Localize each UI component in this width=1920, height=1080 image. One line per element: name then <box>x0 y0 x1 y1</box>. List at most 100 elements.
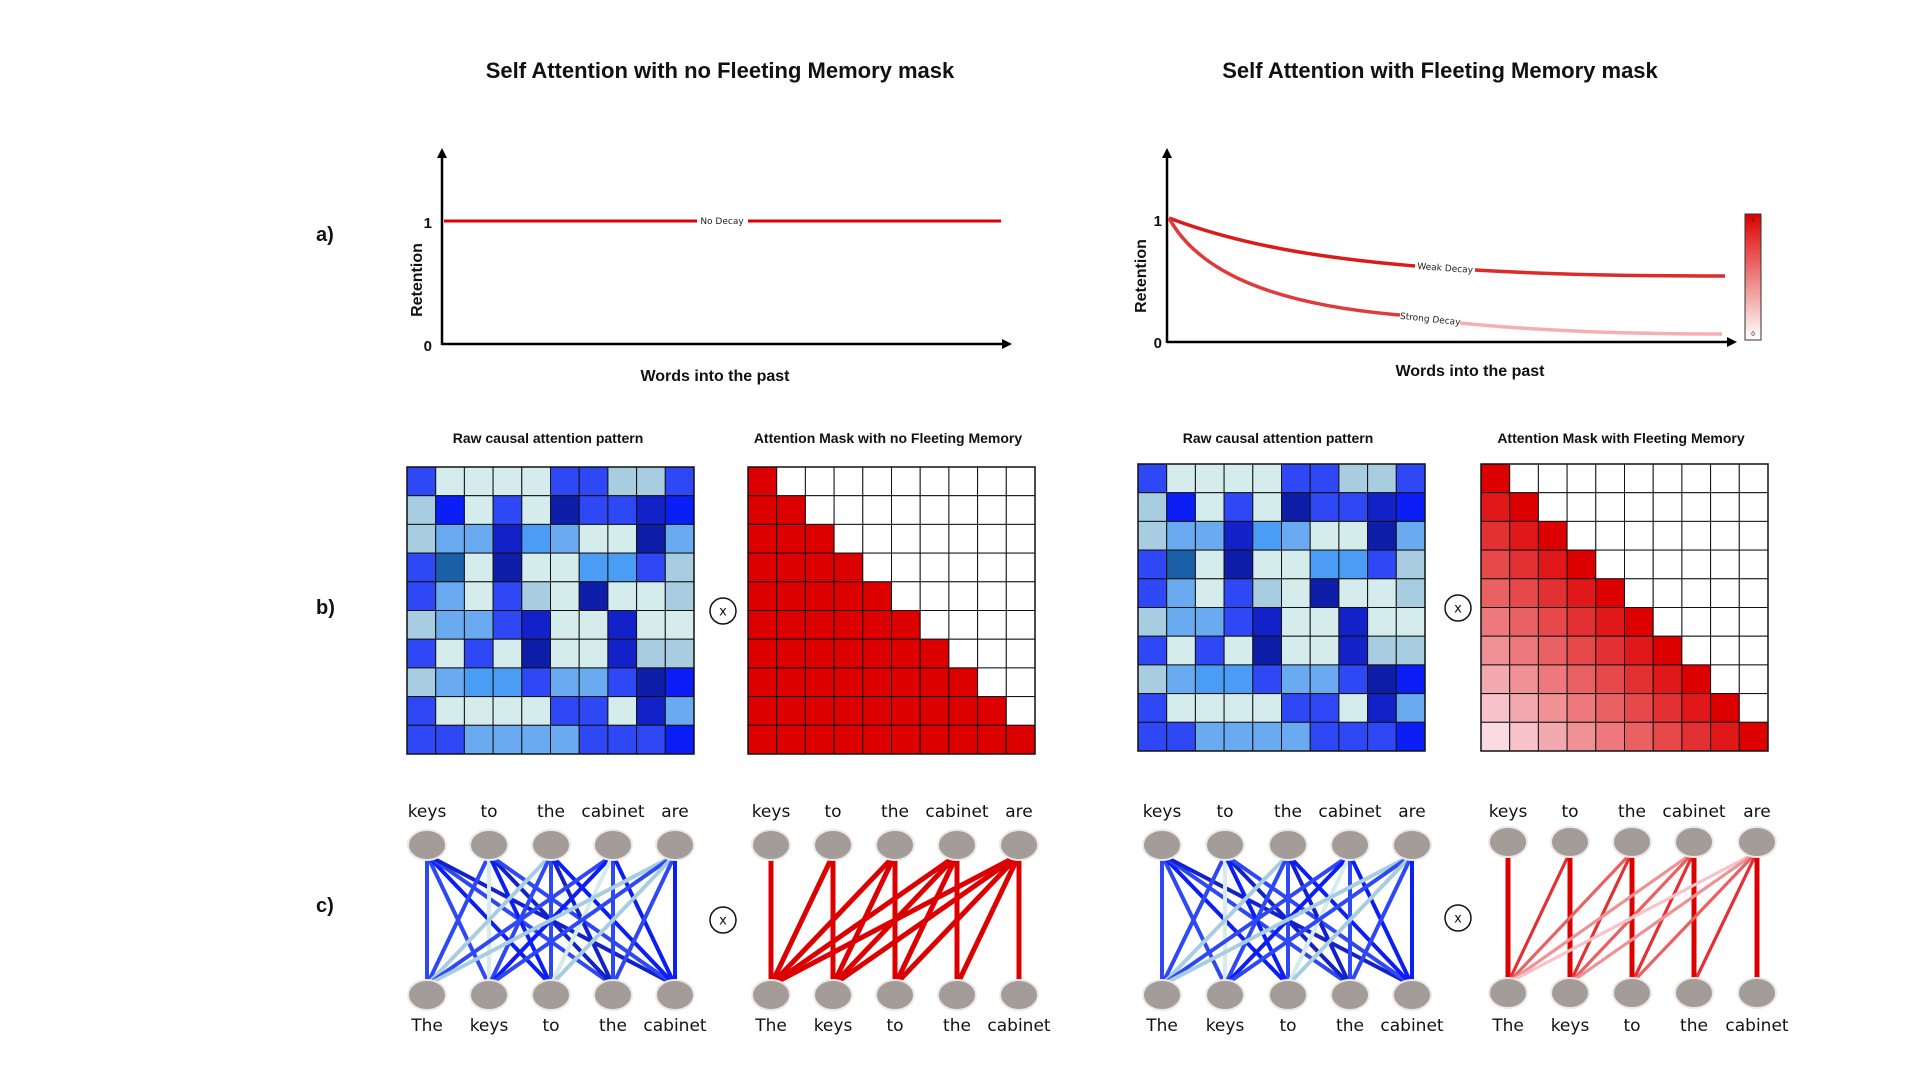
mask-cell <box>1566 463 1597 494</box>
attention-cell <box>664 724 695 755</box>
attention-cell <box>1137 578 1168 608</box>
mask-cell <box>804 724 835 755</box>
attention-cell <box>1395 664 1426 695</box>
token-node-top <box>813 829 853 861</box>
bottom-word: to <box>886 1016 903 1036</box>
mask-edge <box>1506 850 1759 985</box>
attention-cell <box>435 523 465 554</box>
attention-cell <box>1137 693 1168 723</box>
attention-cell <box>1166 607 1196 637</box>
attention-cell <box>1338 463 1369 494</box>
mask-cell <box>833 724 864 755</box>
attention-cell <box>1223 664 1254 695</box>
top-word: are <box>661 802 689 822</box>
token-node-bottom <box>1612 977 1652 1009</box>
token-node-top <box>751 829 791 861</box>
mask-cell <box>1480 664 1511 695</box>
attention-cell <box>550 581 580 611</box>
mask-cell <box>833 696 864 726</box>
svg-text:x: x <box>719 605 727 620</box>
mask-cell <box>776 552 806 583</box>
mask-cell <box>1537 635 1568 666</box>
attention-edge <box>425 853 491 987</box>
attention-cell <box>1194 549 1225 580</box>
mask-cell <box>891 552 921 583</box>
token-node-bottom <box>1737 977 1777 1009</box>
attention-cell <box>492 610 523 640</box>
token-node-top <box>469 829 509 861</box>
mask-cell <box>776 667 806 698</box>
row-label-b: b) <box>316 597 335 619</box>
attention-cell <box>1252 549 1283 580</box>
mask-cell <box>977 581 1007 611</box>
token-node-bottom <box>1330 979 1370 1011</box>
mask-cell <box>1710 520 1740 551</box>
token-node-top <box>1612 826 1652 858</box>
mask-cell <box>948 466 979 497</box>
right-raw-connection-graph: keys The to keys the to cabinet the are cabinet <box>1142 802 1444 1036</box>
attention-cell <box>1166 664 1196 695</box>
attention-cell <box>607 581 638 611</box>
attention-cell <box>550 523 580 554</box>
connection-edges <box>1160 853 1414 987</box>
mask-cell <box>804 638 835 669</box>
attention-cell <box>1166 721 1196 752</box>
attention-cell <box>1194 520 1225 551</box>
mask-cell <box>1537 578 1568 608</box>
attention-edge <box>549 853 677 987</box>
attention-cell <box>1309 578 1340 608</box>
mask-cell <box>1681 463 1712 494</box>
mask-cell <box>862 523 892 554</box>
token-node-bottom <box>531 979 571 1011</box>
attention-cell <box>521 667 551 698</box>
mask-cell <box>1681 721 1712 752</box>
attention-cell <box>1223 635 1254 666</box>
mask-cell <box>1509 520 1539 551</box>
mask-cell <box>1537 664 1568 695</box>
bottom-word: to <box>1279 1016 1296 1036</box>
mask-cell <box>804 667 835 698</box>
mask-cell <box>919 581 950 611</box>
mask-cell <box>891 638 921 669</box>
mask-cell <box>1480 635 1511 666</box>
attention-cell <box>1137 463 1168 494</box>
attention-cell <box>521 638 551 669</box>
attention-cell <box>1281 635 1311 666</box>
attention-cell <box>1137 635 1168 666</box>
mask-cell <box>1624 549 1654 580</box>
attention-cell <box>435 495 465 525</box>
attention-cell <box>1281 721 1311 752</box>
attention-cell <box>406 696 437 726</box>
mask-cell <box>1509 664 1539 695</box>
mask-cell <box>891 610 921 640</box>
attention-cell <box>636 523 666 554</box>
mask-cell <box>862 466 892 497</box>
mask-cell <box>1537 549 1568 580</box>
top-word: keys <box>752 802 791 822</box>
top-word: to <box>824 802 841 822</box>
mask-cell <box>804 610 835 640</box>
mask-cell <box>833 552 864 583</box>
attention-cell <box>1367 721 1397 752</box>
bottom-word: cabinet <box>1380 1016 1444 1036</box>
weak-decay-label: Weak Decay <box>1417 262 1474 276</box>
mask-cell <box>1566 721 1597 752</box>
attention-cell <box>578 581 609 611</box>
attention-cell <box>664 638 695 669</box>
attention-cell <box>1223 549 1254 580</box>
mask-edge <box>1506 850 1696 985</box>
mask-cell <box>747 724 778 755</box>
bottom-word: the <box>1336 1016 1364 1036</box>
attention-cell <box>578 696 609 726</box>
mask-edge <box>954 852 1022 988</box>
mask-cell <box>919 466 950 497</box>
attention-cell <box>1194 635 1225 666</box>
token-node-top <box>937 829 977 861</box>
mask-cell <box>1595 549 1626 580</box>
mask-cell <box>1624 664 1654 695</box>
mask-cell <box>776 495 806 525</box>
attention-cell <box>1137 721 1168 752</box>
attention-cell <box>550 610 580 640</box>
mask-cell <box>948 638 979 669</box>
attention-cell <box>463 610 494 640</box>
